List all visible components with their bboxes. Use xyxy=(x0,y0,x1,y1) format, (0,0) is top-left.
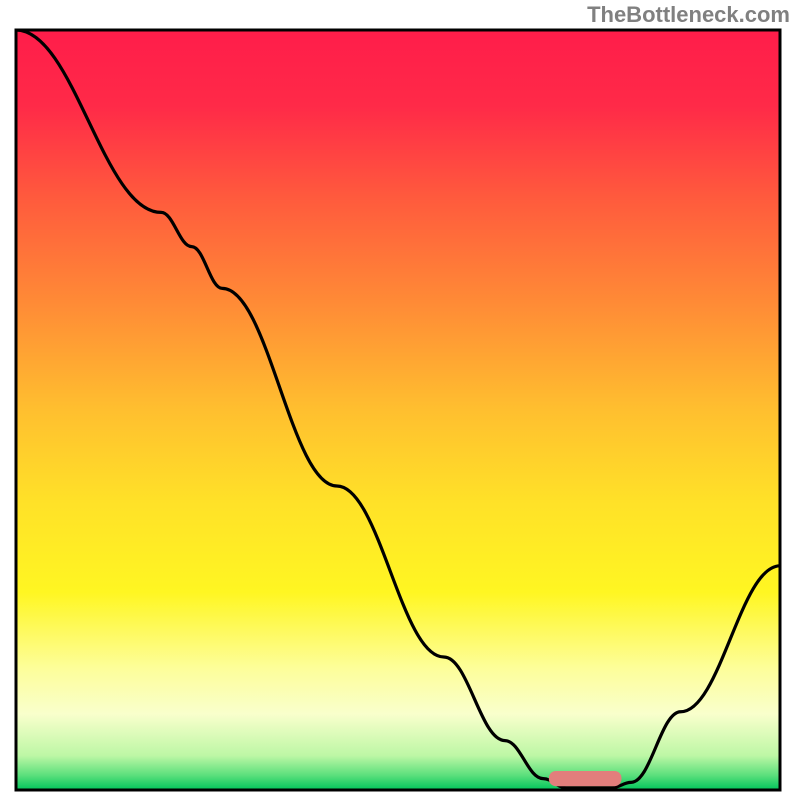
chart-container: TheBottleneck.com xyxy=(0,0,800,800)
watermark-text: TheBottleneck.com xyxy=(587,2,790,28)
plot-background xyxy=(16,30,780,790)
bottleneck-chart xyxy=(0,0,800,800)
optimal-marker xyxy=(549,771,622,786)
